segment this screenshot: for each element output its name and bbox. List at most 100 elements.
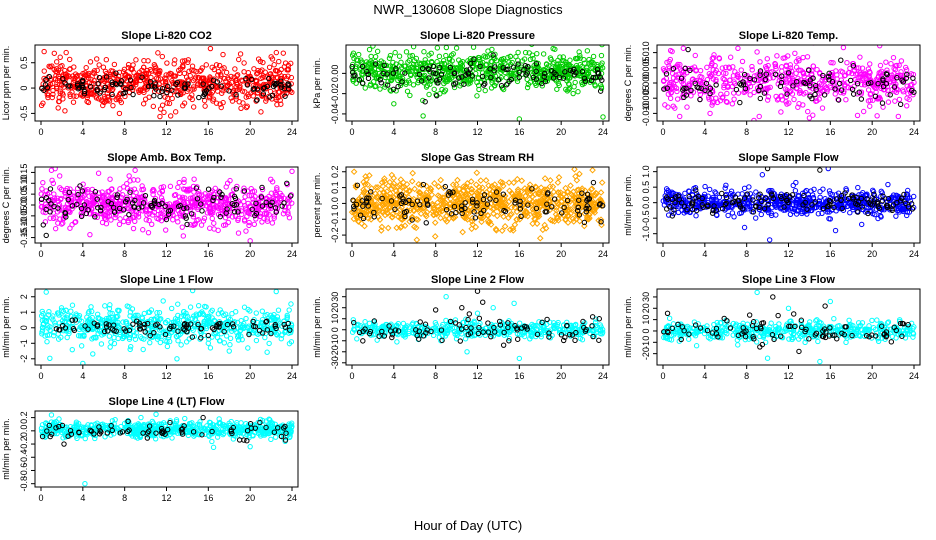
data-point [781, 79, 787, 86]
x-tick-label: 0 [38, 249, 43, 259]
data-point [875, 80, 881, 87]
data-point [43, 195, 50, 201]
data-point [381, 199, 389, 206]
data-point [436, 53, 443, 60]
data-point [590, 74, 596, 81]
data-point [510, 179, 518, 186]
data-point [87, 84, 94, 90]
data-point [672, 200, 678, 206]
x-tick-label: 20 [245, 249, 255, 259]
data-point [423, 189, 430, 196]
data-point [173, 81, 179, 87]
data-point [131, 204, 137, 210]
data-point [358, 57, 364, 63]
data-point [763, 65, 770, 72]
data-point [59, 90, 66, 96]
data-point [513, 54, 519, 60]
data-point [200, 81, 206, 87]
data-point [777, 193, 784, 200]
data-point [588, 200, 595, 208]
data-point [460, 58, 466, 65]
data-point [464, 216, 471, 223]
data-point [763, 71, 769, 77]
data-point [662, 102, 668, 108]
data-point [708, 62, 714, 69]
data-point [867, 201, 874, 207]
data-point [664, 85, 670, 91]
data-point [773, 195, 779, 202]
data-point [707, 85, 714, 91]
data-point [447, 64, 454, 71]
data-point [211, 226, 217, 232]
y-tick-label: 0.15 [19, 164, 29, 182]
data-point [778, 93, 784, 99]
data-point [285, 209, 291, 215]
data-point [783, 62, 790, 68]
data-point [190, 104, 197, 110]
data-point [289, 168, 295, 175]
data-point [356, 77, 363, 83]
data-point [764, 97, 771, 103]
data-point [886, 80, 893, 86]
data-point [706, 71, 713, 77]
data-point [583, 208, 589, 215]
y-tick-label: -0.5 [19, 106, 29, 122]
data-point [559, 210, 565, 216]
data-point [692, 52, 698, 59]
data-point [215, 72, 221, 78]
data-point [789, 76, 796, 82]
data-point [838, 68, 844, 74]
data-point [185, 57, 192, 63]
data-point [812, 199, 818, 205]
data-point [845, 195, 852, 202]
data-point [410, 45, 417, 50]
data-point [282, 208, 288, 214]
data-point [761, 90, 768, 96]
data-point [249, 206, 255, 212]
data-point [288, 74, 295, 81]
data-point [514, 186, 522, 193]
data-point [576, 217, 584, 225]
data-point [498, 82, 505, 89]
data-point [541, 74, 547, 80]
data-point [711, 52, 717, 58]
data-point [392, 49, 398, 56]
data-point [153, 68, 159, 74]
data-point [909, 81, 915, 88]
data-point [161, 109, 167, 116]
x-tick-label: 16 [514, 127, 524, 137]
data-point [682, 65, 688, 72]
x-tick-label: 24 [909, 127, 919, 137]
data-point [730, 73, 737, 79]
data-point [54, 78, 61, 84]
data-point [541, 175, 549, 182]
data-point [500, 201, 508, 209]
data-point [255, 89, 261, 96]
data-point [102, 78, 108, 85]
data-point [368, 185, 375, 192]
data-point [768, 191, 775, 197]
data-point [372, 184, 380, 191]
data-point [598, 202, 605, 210]
data-point [361, 222, 368, 230]
data-point [410, 201, 417, 208]
data-point [203, 62, 209, 68]
data-point [542, 78, 549, 85]
data-point [765, 94, 772, 100]
data-point [455, 185, 463, 193]
data-point [567, 182, 574, 189]
data-point [421, 49, 427, 55]
data-point [814, 98, 820, 104]
data-point [826, 77, 832, 83]
data-point [778, 64, 785, 70]
data-point [742, 85, 749, 92]
data-point [172, 200, 179, 206]
data-point [477, 177, 485, 184]
data-point [352, 182, 360, 189]
data-point [815, 211, 822, 217]
data-point [104, 90, 111, 97]
chart-panel: Slope Li-820 Temp.degrees C per min.0 4 8 1… [623, 30, 921, 137]
data-point [87, 201, 93, 207]
data-point [149, 204, 156, 210]
data-point [157, 93, 163, 100]
